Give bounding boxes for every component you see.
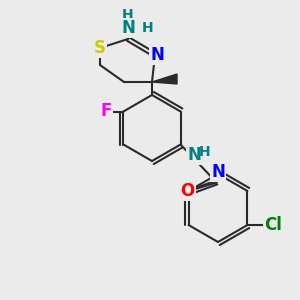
Text: Cl: Cl — [265, 216, 282, 234]
Text: N: N — [121, 19, 135, 37]
Text: H: H — [122, 8, 134, 22]
Text: N: N — [150, 46, 164, 64]
Text: O: O — [181, 182, 195, 200]
Text: N: N — [211, 163, 225, 181]
Text: N: N — [188, 146, 202, 164]
Text: F: F — [101, 103, 112, 121]
Polygon shape — [152, 74, 177, 84]
Text: S: S — [94, 39, 106, 57]
Text: H: H — [199, 146, 210, 160]
Text: H: H — [142, 21, 154, 35]
